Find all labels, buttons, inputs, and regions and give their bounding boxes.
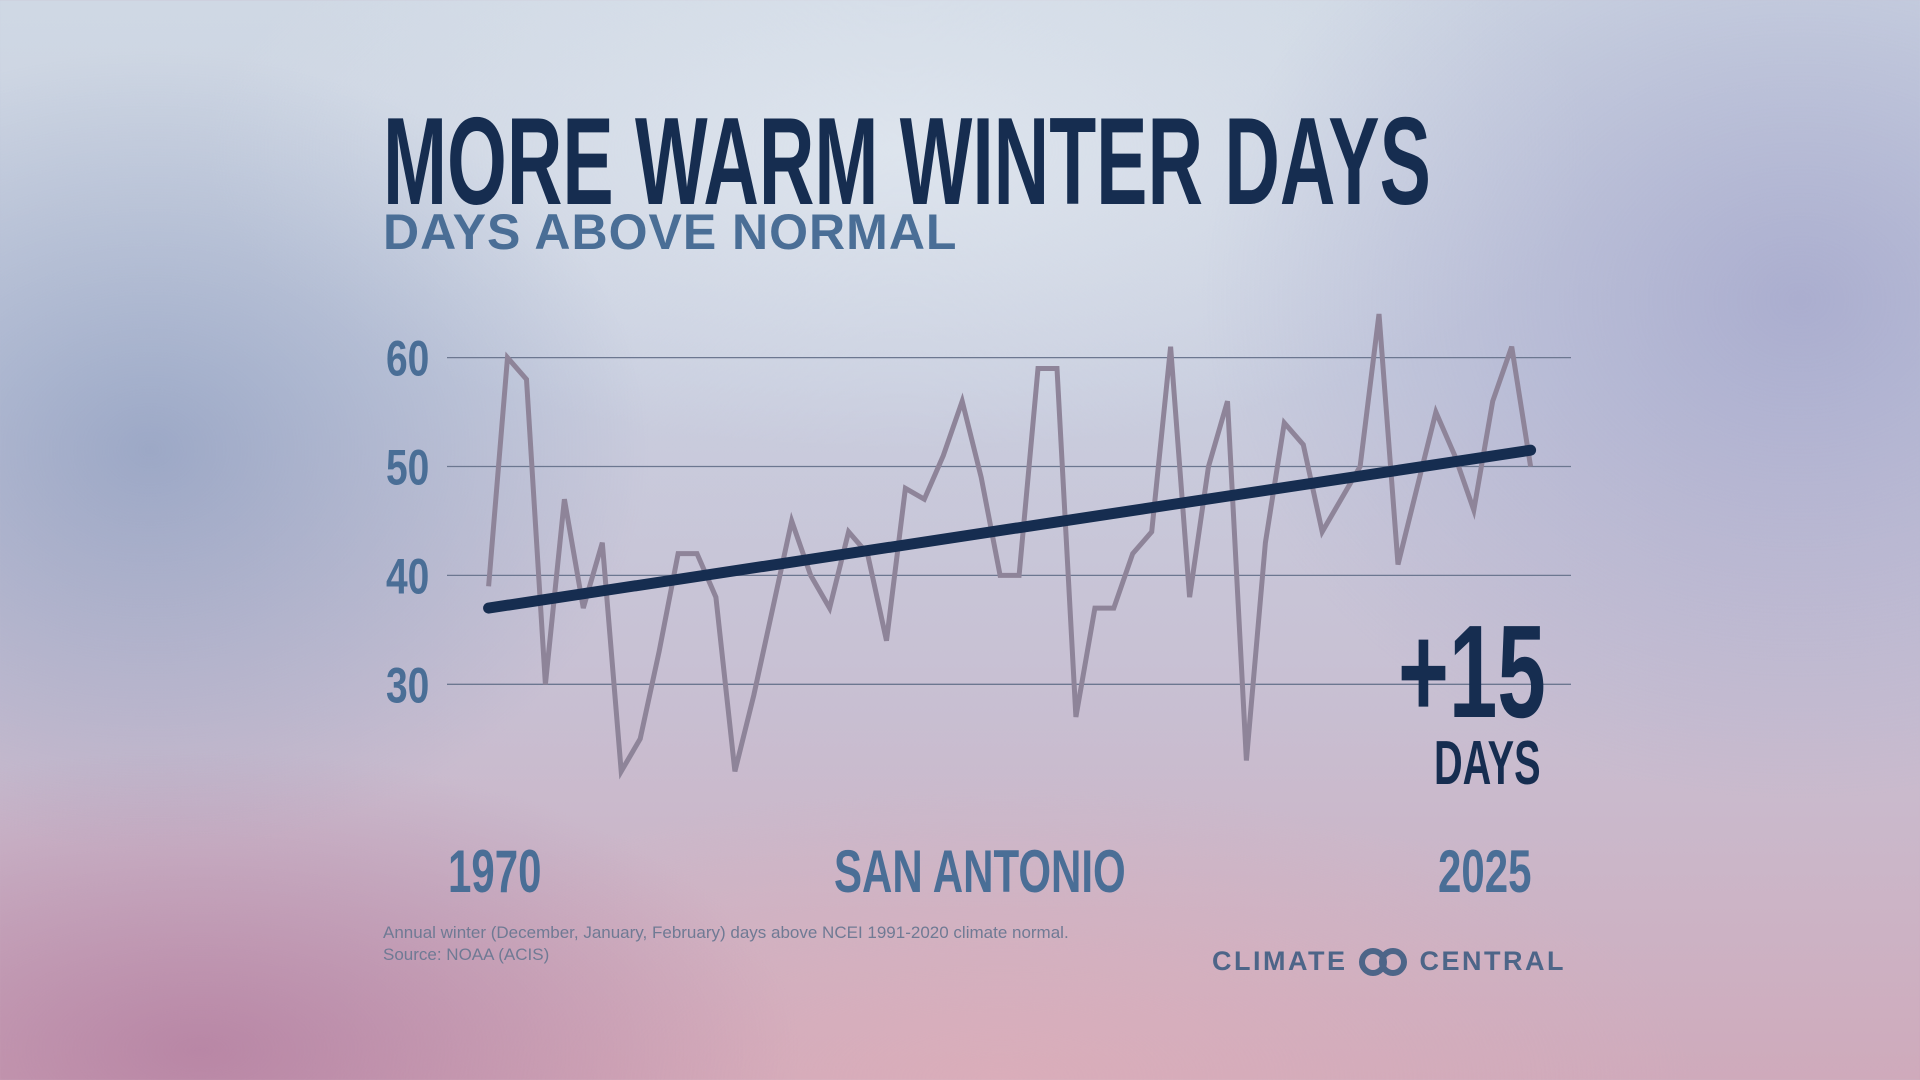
x-start-label: 1970: [448, 842, 581, 902]
y-tick-label: 60: [386, 330, 429, 387]
change-value-text: +15: [1398, 598, 1546, 745]
x-start-label-text: 1970: [448, 838, 542, 905]
y-tick-label: 40: [386, 548, 429, 605]
chart-title-text: MORE WARM WINTER DAYS: [383, 93, 1431, 231]
logo-text-right: CENTRAL: [1419, 946, 1566, 976]
location-label: SAN ANTONIO: [834, 842, 1251, 902]
chart-title: MORE WARM WINTER DAYS: [383, 100, 1920, 224]
change-unit-text: DAYS: [1434, 729, 1541, 798]
footnote-source: Source: NOAA (ACIS): [383, 945, 550, 964]
logo-text-left: CLIMATE: [1212, 946, 1348, 976]
footnote-description: Annual winter (December, January, Februa…: [383, 923, 1069, 942]
change-value: +15: [1398, 606, 1622, 738]
change-unit: DAYS: [1434, 733, 1601, 795]
data-points: [489, 314, 1531, 772]
trend-line: [483, 444, 1537, 614]
climate-central-logo: CLIMATE CENTRAL: [1212, 946, 1566, 977]
chart-subtitle: DAYS ABOVE NORMAL: [383, 204, 958, 260]
y-tick-label: 50: [386, 439, 429, 496]
location-label-text: SAN ANTONIO: [834, 838, 1126, 905]
x-end-label-text: 2025: [1437, 838, 1531, 905]
footnote: Annual winter (December, January, Februa…: [383, 922, 1069, 966]
y-axis-labels: 30 40 50 60: [386, 330, 429, 714]
x-end-label: 2025: [1438, 842, 1571, 902]
data-line: [486, 313, 1534, 780]
y-tick-label: 30: [386, 657, 429, 714]
logo-rings-icon: [1359, 947, 1408, 976]
